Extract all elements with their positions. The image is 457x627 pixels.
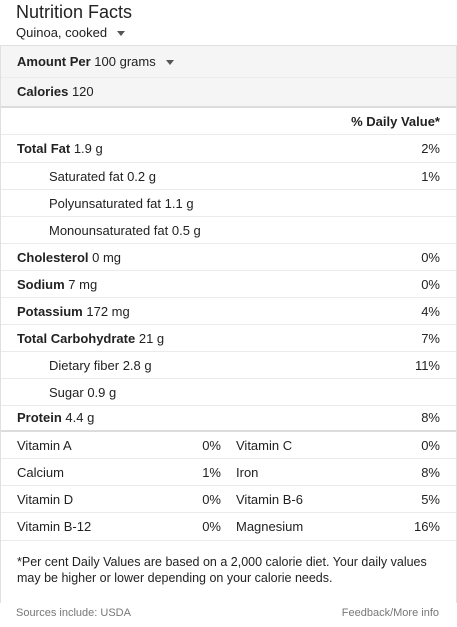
feedback-link[interactable]: Feedback/More info xyxy=(341,607,439,619)
vitamin-name: Vitamin D xyxy=(17,492,74,507)
vitamin-percent: 5% xyxy=(421,492,440,507)
nutrient-row-dietary-fiber: Dietary fiber 2.8 g 11% xyxy=(1,352,456,379)
nutrient-row-sodium: Sodium 7 mg 0% xyxy=(1,271,456,298)
nutrient-percent: 8% xyxy=(421,410,440,425)
nutrient-amount: 21 g xyxy=(138,331,165,346)
nutrient-amount: 0 mg xyxy=(92,250,122,265)
section-divider xyxy=(1,430,456,432)
panel-title: Nutrition Facts xyxy=(16,2,133,22)
nutrient-amount: 1.1 g xyxy=(164,196,194,211)
nutrient-percent: 0% xyxy=(421,277,440,292)
vitamin-name: Vitamin A xyxy=(17,438,72,453)
nutrient-row-total-fat: Total Fat 1.9 g 2% xyxy=(1,135,456,163)
vitamin-percent: 0% xyxy=(202,492,221,507)
nutrient-row-total-carbohydrate: Total Carbohydrate 21 g 7% xyxy=(1,325,456,352)
nutrient-amount: 0.5 g xyxy=(171,223,201,238)
nutrient-name: Total Fat xyxy=(17,141,71,156)
nutrient-amount: 0.2 g xyxy=(127,169,156,184)
nutrient-percent: 11% xyxy=(414,358,440,373)
serving-size: 100 grams xyxy=(94,54,156,69)
nutrient-amount: 2.8 g xyxy=(122,358,152,373)
food-name: Quinoa, cooked xyxy=(16,25,108,40)
vitamin-row: Calcium 1% Iron 8% xyxy=(1,459,456,486)
section-divider xyxy=(1,106,456,108)
amount-per-row: Amount Per 100 grams xyxy=(1,46,456,78)
vitamin-percent: 1% xyxy=(202,465,221,480)
vitamin-name: Vitamin C xyxy=(236,438,293,453)
nutrient-row-protein: Protein 4.4 g 8% xyxy=(1,406,456,430)
nutrient-row-cholesterol: Cholesterol 0 mg 0% xyxy=(1,244,456,271)
vitamin-name: Calcium xyxy=(17,465,64,480)
nutrient-row-sugar: Sugar 0.9 g xyxy=(1,379,456,406)
nutrient-name: Monounsaturated fat xyxy=(49,223,169,238)
daily-value-footnote: *Per cent Daily Values are based on a 2,… xyxy=(17,555,427,585)
nutrient-row-polyunsaturated-fat: Polyunsaturated fat 1.1 g xyxy=(1,190,456,217)
sources-text: Sources include: USDA xyxy=(16,607,131,619)
nutrient-percent: 4% xyxy=(421,304,440,319)
vitamin-percent: 0% xyxy=(202,438,221,453)
chevron-down-icon[interactable] xyxy=(165,60,174,66)
nutrient-row-potassium: Potassium 172 mg 4% xyxy=(1,298,456,325)
vitamin-percent: 8% xyxy=(421,465,440,480)
calories-row: Calories 120 xyxy=(1,78,456,106)
nutrient-name: Total Carbohydrate xyxy=(17,331,136,346)
nutrient-name: Potassium xyxy=(17,304,83,319)
chevron-down-icon[interactable] xyxy=(117,31,126,37)
nutrition-header: Nutrition Facts Quinoa, cooked xyxy=(0,0,457,44)
vitamin-name: Magnesium xyxy=(236,519,304,534)
vitamin-percent: 16% xyxy=(413,519,440,534)
vitamin-row: Vitamin A 0% Vitamin C 0% xyxy=(1,432,456,459)
nutrient-name: Dietary fiber xyxy=(49,358,120,373)
nutrient-name: Sugar xyxy=(49,385,84,400)
nutrient-name: Sodium xyxy=(17,277,65,292)
nutrient-name: Cholesterol xyxy=(17,250,89,265)
vitamin-name: Iron xyxy=(236,465,259,480)
serving-selector[interactable]: 100 grams xyxy=(94,54,174,69)
nutrition-card: Amount Per 100 grams Calories 120 % Dail… xyxy=(0,45,457,603)
nutrient-amount: 7 mg xyxy=(68,277,98,292)
calories-label: Calories xyxy=(17,84,69,99)
food-selector[interactable]: Quinoa, cooked xyxy=(16,25,126,40)
daily-value-header: % Daily Value* xyxy=(1,108,456,135)
nutrient-name: Protein xyxy=(17,410,62,425)
nutrient-amount: 1.9 g xyxy=(73,141,103,156)
nutrient-amount: 172 mg xyxy=(86,304,130,319)
nutrient-percent: 0% xyxy=(421,250,440,265)
nutrient-percent: 1% xyxy=(421,169,440,184)
nutrient-amount: 4.4 g xyxy=(65,410,95,425)
vitamin-row: Vitamin B-12 0% Magnesium 16% xyxy=(1,513,456,540)
vitamin-percent: 0% xyxy=(202,519,221,534)
calories-value: 120 xyxy=(71,84,94,99)
amount-label: Amount Per xyxy=(17,54,91,69)
vitamin-name: Vitamin B-12 xyxy=(17,519,92,534)
nutrient-name: Polyunsaturated fat xyxy=(49,196,162,211)
vitamin-row: Vitamin D 0% Vitamin B-6 5% xyxy=(1,486,456,513)
nutrient-row-saturated-fat: Saturated fat 0.2 g 1% xyxy=(1,163,456,190)
nutrient-name: Saturated fat xyxy=(49,169,124,184)
nutrient-percent: 7% xyxy=(421,331,440,346)
nutrient-amount: 0.9 g xyxy=(87,385,117,400)
section-divider xyxy=(1,540,456,541)
nutrient-row-monounsaturated-fat: Monounsaturated fat 0.5 g xyxy=(1,217,456,244)
daily-value-heading: % Daily Value* xyxy=(351,114,440,129)
nutrient-percent: 2% xyxy=(421,141,440,156)
vitamin-name: Vitamin B-6 xyxy=(236,492,303,507)
vitamin-percent: 0% xyxy=(421,438,440,453)
